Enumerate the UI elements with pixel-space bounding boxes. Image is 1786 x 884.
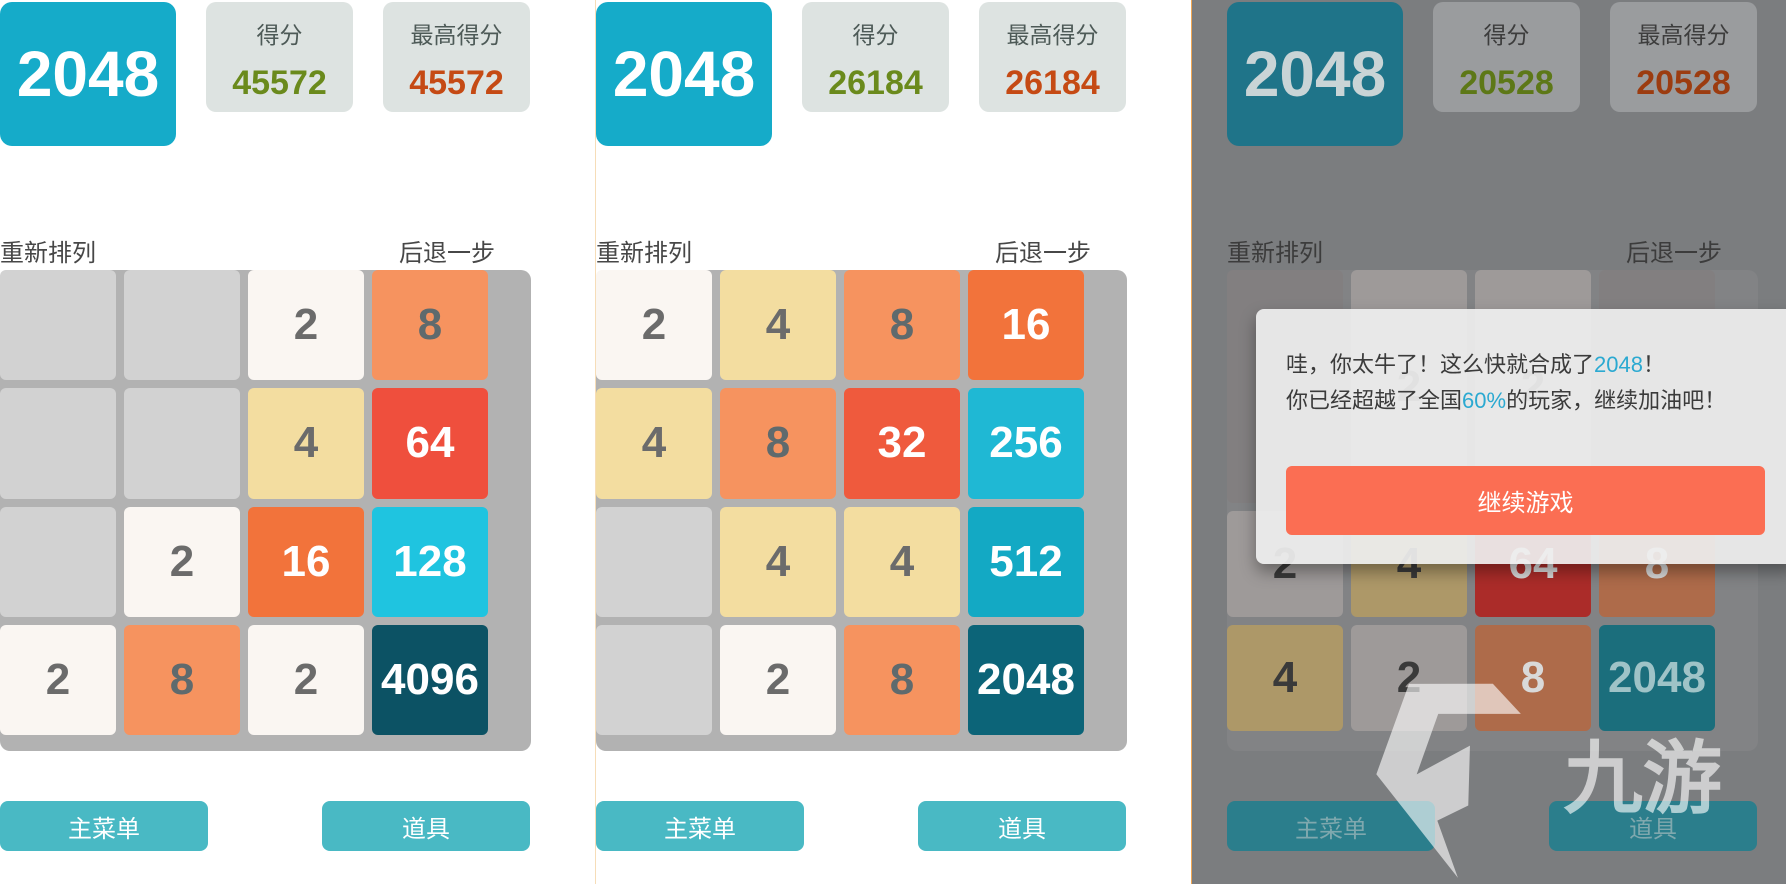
svg-text:九游: 九游 — [1563, 734, 1722, 823]
